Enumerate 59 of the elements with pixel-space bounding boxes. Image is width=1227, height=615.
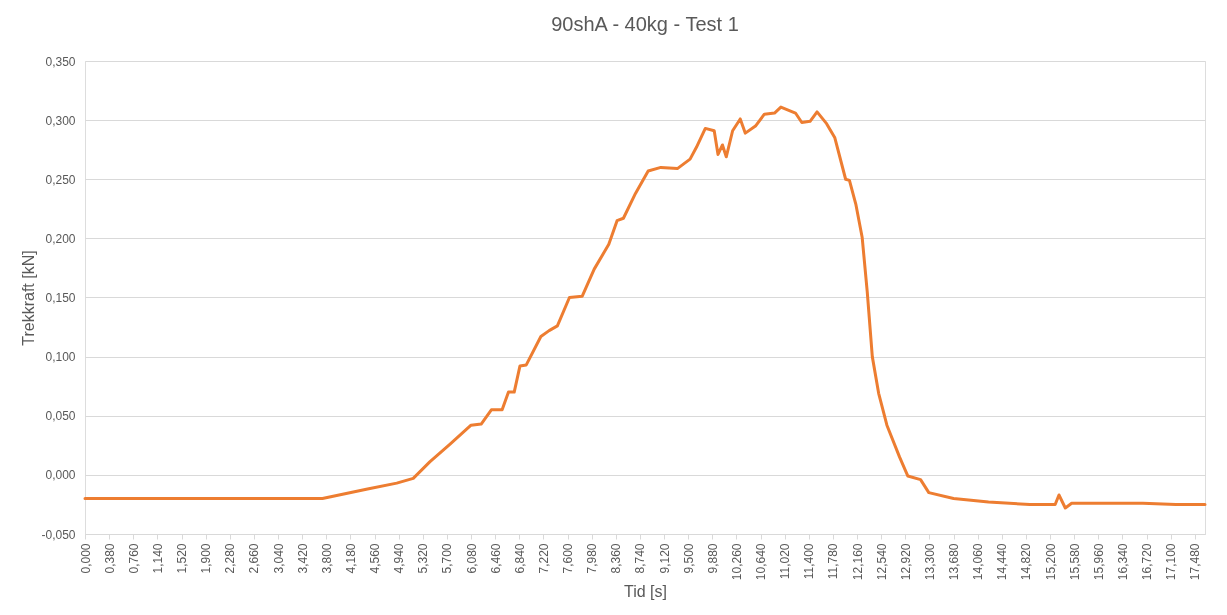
x-tick-label: 4,180 (343, 543, 358, 574)
x-tick-label: 12,160 (850, 543, 865, 581)
x-tick-label: 3,040 (271, 543, 286, 574)
x-tick-label: 3,420 (295, 543, 310, 574)
x-tick-label: 16,340 (1115, 543, 1130, 581)
chart-title: 90shA - 40kg - Test 1 (551, 13, 739, 35)
x-tick-label: 5,320 (416, 543, 431, 574)
y-tick-label: 0,350 (45, 54, 76, 69)
x-tick-label: 1,520 (175, 543, 190, 574)
x-tick-label: 8,360 (609, 543, 624, 574)
x-tick-label: 14,820 (1019, 543, 1034, 581)
x-tick-label: 6,460 (488, 543, 503, 574)
x-tick-label: 14,440 (995, 543, 1010, 581)
x-tick-label: 4,940 (392, 543, 407, 574)
x-tick-label: 12,920 (898, 543, 913, 581)
x-tick-label: 9,880 (705, 543, 720, 574)
x-tick-label: 17,480 (1188, 543, 1203, 581)
x-tick-label: 17,100 (1164, 543, 1179, 581)
x-tick-label: 0,760 (126, 543, 141, 574)
x-tick-label: 0,380 (102, 543, 117, 574)
x-tick-label: 1,140 (150, 543, 165, 574)
y-tick-label: -0,050 (41, 527, 76, 542)
y-axis-title: Trekkraft [kN] (20, 250, 38, 346)
x-tick-label: 4,560 (368, 543, 383, 574)
y-tick-label: 0,000 (45, 468, 76, 483)
x-tick-label: 13,300 (922, 543, 937, 581)
x-tick-label: 6,080 (464, 543, 479, 574)
x-tick-label: 11,780 (826, 543, 841, 580)
y-tick-label: 0,250 (45, 172, 76, 187)
x-tick-label: 6,840 (512, 543, 527, 574)
x-tick-label: 12,540 (874, 543, 889, 581)
x-tick-label: 14,060 (971, 543, 986, 581)
y-tick-label: 0,300 (45, 113, 76, 128)
x-tick-label: 15,580 (1067, 543, 1082, 581)
x-tick-label: 15,960 (1091, 543, 1106, 581)
line-series (83, 105, 1207, 510)
x-tick-label: 16,720 (1140, 543, 1155, 581)
x-axis-title: Tid [s] (624, 583, 667, 601)
x-tick-label: 2,280 (223, 543, 238, 574)
x-tick-label: 9,120 (657, 543, 672, 574)
x-tick-label: 7,220 (536, 543, 551, 574)
x-tick-label: 9,500 (681, 543, 696, 574)
x-tick-label: 7,600 (561, 543, 576, 574)
x-tick-label: 1,900 (199, 543, 214, 574)
y-tick-label: 0,100 (45, 350, 76, 365)
y-tick-label: 0,150 (45, 291, 76, 305)
x-tick-label: 11,020 (778, 543, 793, 580)
y-tick-label: 0,200 (45, 231, 76, 246)
x-tick-label: 15,200 (1043, 543, 1058, 581)
x-tick-label: 7,980 (585, 543, 600, 574)
x-tick-label: 10,260 (729, 543, 744, 581)
x-tick-label: 13,680 (947, 543, 962, 581)
x-tick-label: 11,400 (802, 543, 817, 580)
x-tick-label: 3,800 (319, 543, 334, 574)
x-tick-label: 5,700 (440, 543, 455, 574)
y-tick-label: 0,050 (45, 409, 76, 424)
x-tick-label: 8,740 (633, 543, 648, 574)
x-tick-label: 10,640 (754, 543, 769, 581)
x-tick-label: 2,660 (247, 543, 262, 574)
